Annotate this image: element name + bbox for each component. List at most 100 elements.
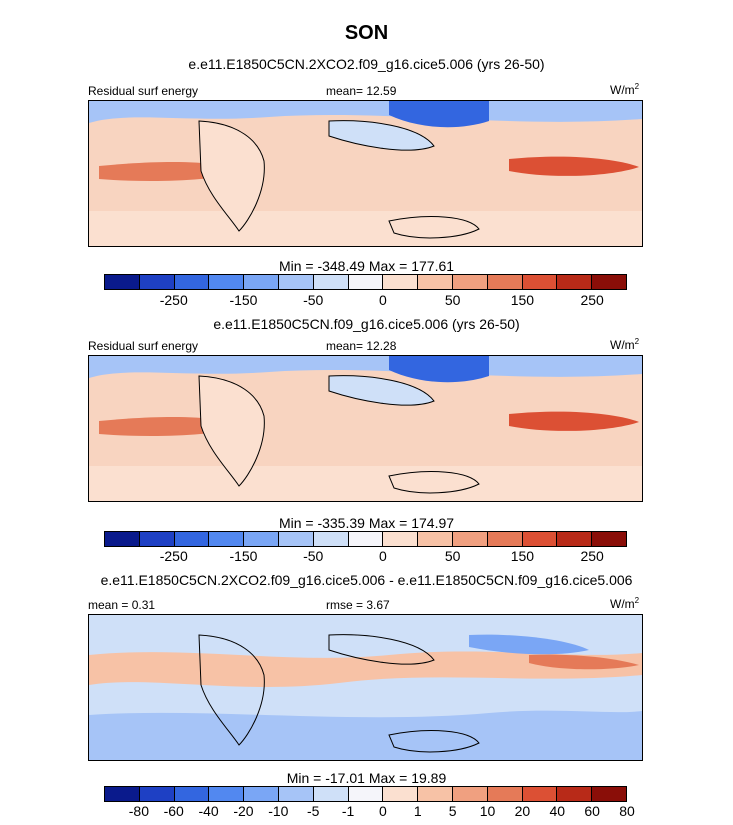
panel1-colorbar-swatch: [557, 275, 593, 289]
panel3-colorbar-swatch: [105, 787, 140, 801]
panel1-nw-pacific-low: [389, 101, 489, 128]
panel3-tick-label: 40: [549, 803, 566, 819]
panel3-colorbar-swatch: [244, 787, 279, 801]
panel3-southern-anomaly: [89, 710, 642, 760]
panel2-colorbar-swatch: [557, 532, 593, 546]
panel2-colorbar-swatch: [592, 532, 626, 546]
panel1-tick-label: -250: [159, 292, 188, 308]
panel2-tick-label: 250: [580, 548, 604, 564]
panel3-minmax: Min = -17.01 Max = 19.89: [286, 770, 447, 786]
panel2-left-label: Residual surf energy: [88, 339, 199, 353]
panel1-tick-label: -150: [229, 292, 258, 308]
panel2-colorbar-swatch: [209, 532, 245, 546]
panel2-nw-pacific-low: [389, 356, 489, 383]
panel2-australia: [388, 471, 480, 494]
panel1-colorbar-swatch: [348, 275, 384, 289]
panel1-colorbar-swatch: [418, 275, 453, 289]
panel3-colorbar-swatch: [348, 787, 384, 801]
panel2-tick-label: 150: [510, 548, 535, 564]
panel3-tick-label: 10: [479, 803, 496, 819]
panel1-colorbar-swatch: [452, 275, 488, 289]
panel3-mean-label: mean = 0.31: [88, 598, 156, 612]
panel1-colorbar-swatch: [592, 275, 626, 289]
panel2-colorbar-swatch: [174, 532, 210, 546]
panel2-colorbar-swatch: [487, 532, 523, 546]
panel3-colorbar-swatch: [452, 787, 488, 801]
panel3-map: [88, 614, 643, 761]
panel3-tick-label: 60: [584, 803, 600, 819]
panel2-southern-band: [89, 466, 642, 501]
panel2-colorbar-swatch: [383, 532, 419, 546]
panel3-units: W/m2: [610, 596, 640, 611]
panel1-mean-label: mean= 12.59: [326, 84, 397, 98]
panel1-colorbar: [104, 274, 627, 290]
panel2-colorbar-swatch: [244, 532, 279, 546]
panel2-northern-band: [89, 356, 642, 378]
panel1-subtitle: e.e11.E1850C5CN.2XCO2.f09_g16.cice5.006 …: [188, 56, 545, 72]
panel2-colorbar-swatch: [278, 532, 314, 546]
panel2-ticks: -250 -150 -50 0 50 150 250: [0, 548, 733, 566]
panel2-africa: [198, 375, 265, 487]
panel1-colorbar-swatch: [174, 275, 210, 289]
panel3-colorbar-swatch: [418, 787, 453, 801]
panel1-units: W/m2: [610, 82, 640, 97]
panel2-minmax: Min = -335.39 Max = 174.97: [278, 515, 455, 531]
panel3-tick-label: -40: [198, 803, 219, 819]
panel3-colorbar-swatch: [383, 787, 419, 801]
panel1-southern-band: [89, 211, 642, 246]
panel1-tick-label: 50: [444, 292, 461, 308]
panel3-tick-label: -80: [128, 803, 149, 819]
panel3-tick-label: 20: [514, 803, 531, 819]
panel1-asia: [328, 120, 435, 151]
panel1-tick-label: -50: [303, 292, 324, 308]
panel1-pacific-high: [509, 156, 639, 176]
panel2-asia: [328, 375, 435, 406]
panel3-colorbar-swatch: [139, 787, 175, 801]
panel2-map-svg: [89, 356, 642, 501]
panel3-colorbar-swatch: [592, 787, 626, 801]
panel3-tick-label: -60: [163, 803, 184, 819]
panel1-colorbar-swatch: [522, 275, 558, 289]
panel3-nw-pacific-anomaly: [469, 634, 589, 655]
panel3-colorbar-swatch: [557, 787, 593, 801]
panel1-colorbar-swatch: [278, 275, 314, 289]
panel2-colorbar: [104, 531, 627, 547]
panel3-colorbar-swatch: [487, 787, 523, 801]
panel3-tick-label: 1: [413, 803, 422, 819]
panel3-tick-label: 0: [379, 803, 387, 819]
panel3-subtitle: e.e11.E1850C5CN.2XCO2.f09_g16.cice5.006 …: [100, 572, 633, 588]
panel1-ticks: -250 -150 -50 0 50 150 250: [0, 292, 733, 310]
panel2-colorbar-swatch: [452, 532, 488, 546]
panel1-colorbar-swatch: [244, 275, 279, 289]
panel1-northern-band: [89, 101, 642, 123]
panel1-colorbar-swatch: [487, 275, 523, 289]
panel2-tick-label: -250: [159, 548, 188, 564]
panel1-tick-label: 150: [510, 292, 535, 308]
panel3-tick-label: -1: [341, 803, 355, 819]
panel2-colorbar-swatch: [348, 532, 384, 546]
panel3-pacific-anomaly: [529, 654, 639, 670]
panel1-tick-label: 0: [379, 292, 387, 308]
panel1-colorbar-swatch: [105, 275, 140, 289]
panel1-colorbar-swatch: [209, 275, 245, 289]
panel1-tick-label: 250: [580, 292, 604, 308]
panel3-tick-label: -5: [306, 803, 320, 819]
panel2-mean-label: mean= 12.28: [326, 339, 397, 353]
panel3-tropical-band: [89, 651, 642, 687]
panel3-colorbar-swatch: [522, 787, 558, 801]
panel3-colorbar-swatch: [278, 787, 314, 801]
panel2-colorbar-swatch: [313, 532, 349, 546]
panel3-africa: [198, 634, 265, 746]
panel1-minmax: Min = -348.49 Max = 177.61: [278, 258, 455, 274]
panel1-map: [88, 100, 643, 247]
panel3-tick-label: -10: [268, 803, 289, 819]
panel2-colorbar-swatch: [139, 532, 175, 546]
panel2-colorbar-swatch: [105, 532, 140, 546]
panel1-colorbar-swatch: [383, 275, 419, 289]
panel2-colorbar-swatch: [418, 532, 453, 546]
panel1-colorbar-swatch: [313, 275, 349, 289]
panel2-pacific-high: [509, 411, 639, 431]
panel1-australia: [388, 216, 480, 239]
panel2-tick-label: 50: [444, 548, 461, 564]
panel3-tick-label: 5: [448, 803, 457, 819]
